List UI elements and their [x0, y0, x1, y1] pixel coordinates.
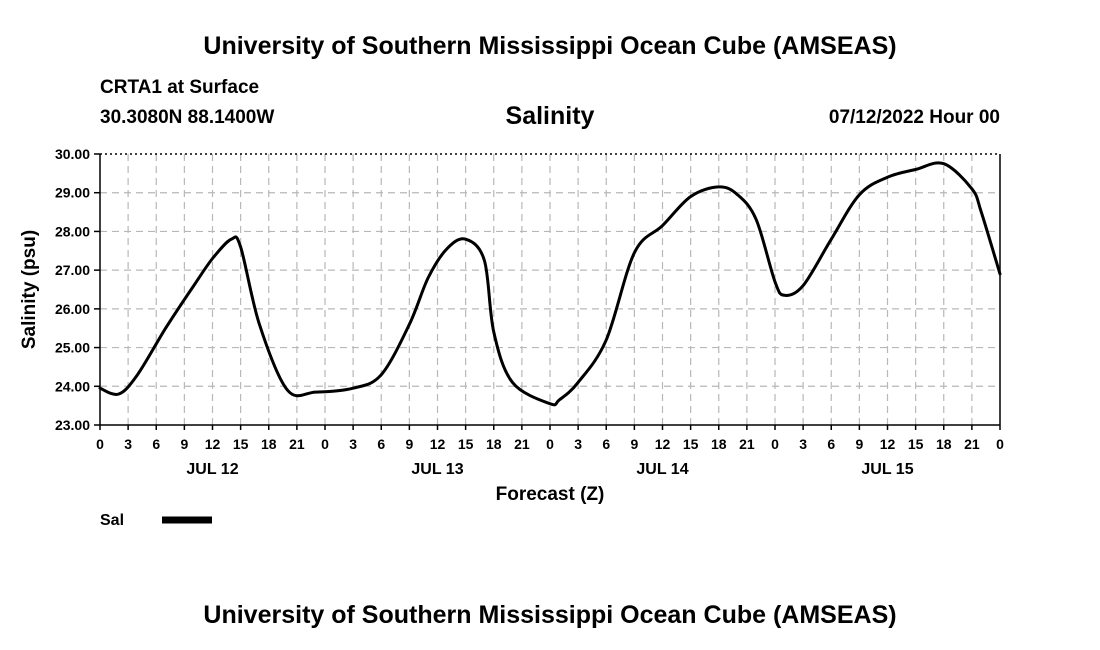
x-tick-label: 3 [574, 436, 582, 452]
x-tick-label: 18 [486, 436, 502, 452]
x-tick-label: 0 [321, 436, 329, 452]
y-tick-label: 27.00 [55, 262, 90, 278]
x-tick-label: 6 [152, 436, 160, 452]
x-tick-label: 6 [602, 436, 610, 452]
x-tick-label: 6 [827, 436, 835, 452]
y-tick-label: 25.00 [55, 340, 90, 356]
day-label: JUL 15 [861, 461, 913, 478]
x-tick-label: 0 [996, 436, 1004, 452]
top-title: University of Southern Mississippi Ocean… [203, 32, 897, 60]
y-axis-title: Salinity (psu) [19, 230, 40, 349]
x-tick-label: 12 [880, 436, 896, 452]
y-tick-label: 29.00 [55, 185, 90, 201]
run-time-label: 07/12/2022 Hour 00 [828, 107, 1000, 128]
x-tick-label: 15 [908, 436, 924, 452]
x-tick-label: 0 [771, 436, 779, 452]
x-tick-label: 15 [458, 436, 474, 452]
x-tick-label: 18 [936, 436, 952, 452]
plot-title: Salinity [505, 102, 595, 130]
x-tick-label: 9 [180, 436, 188, 452]
x-tick-label: 0 [96, 436, 104, 452]
x-tick-label: 18 [711, 436, 727, 452]
day-label: JUL 12 [186, 461, 238, 478]
x-tick-label: 21 [289, 436, 305, 452]
x-tick-label: 3 [349, 436, 357, 452]
day-label: JUL 13 [411, 461, 463, 478]
x-tick-label: 0 [546, 436, 554, 452]
x-tick-label: 12 [430, 436, 446, 452]
x-axis-title: Forecast (Z) [496, 484, 605, 505]
x-tick-label: 9 [855, 436, 863, 452]
y-tick-label: 24.00 [55, 378, 90, 394]
bottom-title: University of Southern Mississippi Ocean… [203, 601, 897, 629]
day-label: JUL 14 [636, 461, 688, 478]
x-tick-label: 21 [514, 436, 530, 452]
x-tick-label: 9 [405, 436, 413, 452]
series-line-sal [98, 161, 1002, 407]
x-tick-label: 21 [739, 436, 755, 452]
y-tick-label: 23.00 [55, 417, 90, 433]
coords-label: 30.3080N 88.1400W [100, 107, 275, 128]
x-tick-label: 12 [655, 436, 671, 452]
x-tick-label: 15 [233, 436, 249, 452]
station-label: CRTA1 at Surface [100, 77, 260, 98]
y-tick-label: 28.00 [55, 223, 90, 239]
x-tick-label: 12 [205, 436, 221, 452]
x-tick-label: 6 [377, 436, 385, 452]
x-tick-label: 18 [261, 436, 277, 452]
x-tick-label: 21 [964, 436, 980, 452]
y-tick-label: 26.00 [55, 301, 90, 317]
x-tick-label: 15 [683, 436, 699, 452]
y-tick-label: 30.00 [55, 146, 90, 162]
x-tick-label: 3 [799, 436, 807, 452]
legend-label: Sal [100, 512, 124, 529]
x-tick-label: 3 [124, 436, 132, 452]
x-tick-label: 9 [630, 436, 638, 452]
